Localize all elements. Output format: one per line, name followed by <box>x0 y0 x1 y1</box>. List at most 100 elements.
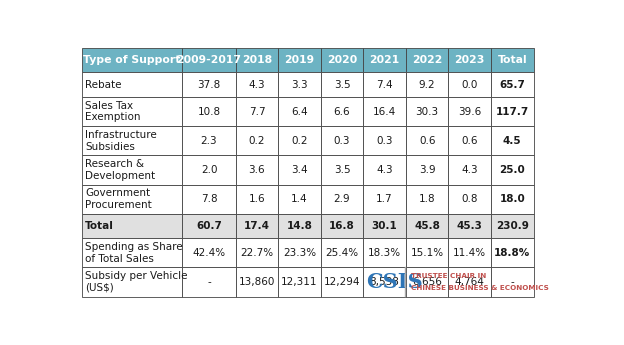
Bar <box>449 238 491 267</box>
Bar <box>406 185 449 214</box>
Text: 65.7: 65.7 <box>499 80 525 90</box>
Text: 2.3: 2.3 <box>201 136 217 146</box>
Bar <box>236 267 278 297</box>
Text: 2.0: 2.0 <box>201 165 217 175</box>
Bar <box>491 126 534 155</box>
Text: 12,294: 12,294 <box>324 277 360 287</box>
Text: 3.5: 3.5 <box>334 80 350 90</box>
Bar <box>406 72 449 97</box>
Text: 2023: 2023 <box>454 55 485 65</box>
Text: 18.0: 18.0 <box>499 194 525 204</box>
Bar <box>236 126 278 155</box>
Bar <box>82 155 182 185</box>
Text: 4.5: 4.5 <box>503 136 522 146</box>
Text: 22.7%: 22.7% <box>240 248 273 258</box>
Text: 2009-2017: 2009-2017 <box>177 55 241 65</box>
Text: 1.6: 1.6 <box>248 194 265 204</box>
Text: 7.8: 7.8 <box>201 194 217 204</box>
Bar <box>278 267 321 297</box>
Bar <box>182 48 236 72</box>
Text: CHINESE BUSINESS & ECONOMICS: CHINESE BUSINESS & ECONOMICS <box>411 285 549 290</box>
Text: 7.7: 7.7 <box>248 107 265 117</box>
Bar <box>321 155 363 185</box>
Bar <box>406 48 449 72</box>
Text: 6,656: 6,656 <box>412 277 442 287</box>
Text: 8,538: 8,538 <box>369 277 399 287</box>
Bar <box>82 48 182 72</box>
Text: Sales Tax
Exemption: Sales Tax Exemption <box>85 101 141 122</box>
Text: 4.3: 4.3 <box>461 165 478 175</box>
Bar <box>82 267 182 297</box>
Bar <box>278 185 321 214</box>
Text: 230.9: 230.9 <box>496 221 529 231</box>
Bar <box>363 185 406 214</box>
Text: 3.4: 3.4 <box>291 165 308 175</box>
Bar <box>406 126 449 155</box>
Bar <box>363 238 406 267</box>
Text: 16.4: 16.4 <box>373 107 396 117</box>
Bar <box>236 238 278 267</box>
Bar <box>82 72 182 97</box>
Bar <box>491 238 534 267</box>
Text: 18.8%: 18.8% <box>494 248 530 258</box>
Text: 37.8: 37.8 <box>197 80 221 90</box>
Text: 11.4%: 11.4% <box>453 248 486 258</box>
Text: 25.0: 25.0 <box>499 165 525 175</box>
Bar <box>449 155 491 185</box>
Text: 3.6: 3.6 <box>248 165 265 175</box>
Text: 17.4: 17.4 <box>244 221 270 231</box>
Bar <box>491 185 534 214</box>
Bar <box>182 97 236 126</box>
Bar <box>278 48 321 72</box>
Text: 25.4%: 25.4% <box>326 248 359 258</box>
Text: 15.1%: 15.1% <box>411 248 444 258</box>
Text: 0.0: 0.0 <box>462 80 478 90</box>
Bar <box>406 97 449 126</box>
Bar <box>449 185 491 214</box>
Text: 6.6: 6.6 <box>334 107 350 117</box>
Text: CSIS: CSIS <box>366 272 422 292</box>
Text: 30.1: 30.1 <box>372 221 397 231</box>
Bar <box>82 238 182 267</box>
Text: 10.8: 10.8 <box>197 107 221 117</box>
Bar <box>363 155 406 185</box>
Text: 39.6: 39.6 <box>458 107 481 117</box>
Text: Total: Total <box>497 55 527 65</box>
Bar <box>236 48 278 72</box>
Bar <box>491 72 534 97</box>
Text: 4.3: 4.3 <box>376 165 393 175</box>
Bar <box>278 72 321 97</box>
Text: 16.8: 16.8 <box>329 221 355 231</box>
Text: 0.3: 0.3 <box>334 136 350 146</box>
Text: 2018: 2018 <box>242 55 272 65</box>
Text: 45.8: 45.8 <box>414 221 440 231</box>
Bar <box>182 238 236 267</box>
Bar <box>449 48 491 72</box>
Text: Infrastructure
Subsidies: Infrastructure Subsidies <box>85 130 157 151</box>
Text: 0.2: 0.2 <box>249 136 265 146</box>
Text: 6.4: 6.4 <box>291 107 308 117</box>
Text: 0.6: 0.6 <box>419 136 436 146</box>
Text: TRUSTEE CHAIR IN: TRUSTEE CHAIR IN <box>411 273 487 279</box>
Bar <box>406 155 449 185</box>
Bar <box>236 97 278 126</box>
Bar <box>321 126 363 155</box>
Bar <box>182 185 236 214</box>
Bar <box>363 48 406 72</box>
Bar <box>406 238 449 267</box>
Bar <box>321 267 363 297</box>
Text: 42.4%: 42.4% <box>192 248 226 258</box>
Bar <box>321 214 363 238</box>
Bar <box>236 214 278 238</box>
Text: 0.6: 0.6 <box>462 136 478 146</box>
Text: 4.3: 4.3 <box>248 80 265 90</box>
Bar <box>82 185 182 214</box>
Bar <box>491 97 534 126</box>
Bar <box>182 126 236 155</box>
Bar <box>182 155 236 185</box>
Text: 45.3: 45.3 <box>457 221 482 231</box>
Bar <box>321 238 363 267</box>
Text: Total: Total <box>85 221 114 231</box>
Bar <box>236 155 278 185</box>
Text: 18.3%: 18.3% <box>368 248 401 258</box>
